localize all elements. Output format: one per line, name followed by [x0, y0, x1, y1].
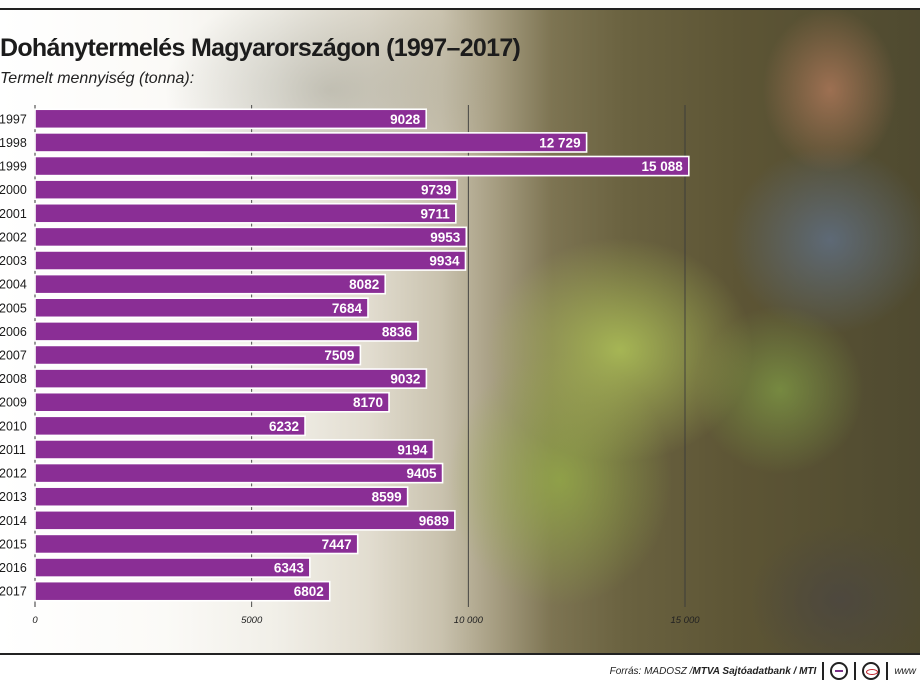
bar [34, 509, 456, 531]
category-label: 2009 [0, 396, 27, 410]
value-label: 9739 [421, 183, 451, 198]
value-label: 9028 [390, 112, 421, 127]
category-label: 2008 [0, 372, 27, 386]
top-rule [0, 8, 920, 10]
category-label: 2001 [0, 207, 27, 221]
category-label: 2003 [0, 254, 27, 268]
bar [34, 250, 467, 271]
bar [34, 321, 419, 342]
bar [34, 273, 387, 295]
bar [34, 415, 306, 437]
category-label: 1997 [0, 112, 27, 126]
category-label: 2017 [0, 585, 27, 599]
value-label: 9689 [419, 513, 449, 528]
value-label: 8170 [353, 395, 383, 410]
value-label: 6232 [269, 419, 299, 434]
value-label: 9934 [429, 254, 460, 269]
category-label: 2007 [0, 349, 27, 363]
category-label: 2013 [0, 490, 27, 504]
value-label: 6802 [294, 584, 324, 599]
bar [34, 108, 428, 130]
source-prefix: Forrás: MADOSZ / [609, 665, 693, 677]
bar [34, 439, 435, 460]
bar [34, 580, 331, 602]
bar [34, 462, 444, 484]
bar-chart: 1997 9028 1998 12 729 1999 15 088 2000 9739 2001… [0, 105, 700, 626]
value-label: 12 729 [539, 135, 580, 150]
bar [34, 155, 690, 177]
footer-separator [886, 662, 889, 680]
category-label: 2010 [0, 419, 27, 433]
bar [34, 297, 369, 319]
bar [34, 557, 311, 578]
category-label: 2006 [0, 325, 27, 339]
category-label: 2011 [0, 443, 26, 457]
footer-url: www [894, 665, 916, 677]
bar [34, 179, 458, 201]
bar [34, 533, 359, 555]
x-tick-label: 0 [32, 615, 38, 626]
x-tick-label: 15 000 [670, 615, 700, 626]
value-label: 6343 [274, 561, 305, 576]
category-label: 2000 [0, 183, 27, 197]
footer-rule [0, 653, 920, 655]
category-label: 2005 [0, 301, 27, 315]
value-label: 8599 [372, 490, 402, 505]
chart-title: Dohánytermelés Magyarországon (1997–2017… [0, 34, 521, 62]
value-label: 7684 [332, 301, 363, 316]
category-label: 2014 [0, 514, 27, 528]
value-label: 9405 [407, 466, 438, 481]
value-label: 9953 [430, 230, 461, 245]
category-label: 2012 [0, 467, 27, 481]
value-label: 9194 [397, 442, 428, 457]
value-label: 8836 [382, 324, 413, 339]
category-label: 2016 [0, 561, 27, 575]
bar [34, 486, 409, 508]
footer-separator [822, 662, 825, 680]
value-label: 9032 [390, 372, 420, 387]
mtva-logo-icon [830, 662, 849, 680]
footer-separator [854, 662, 857, 680]
bar [34, 132, 588, 153]
category-label: 2002 [0, 230, 27, 244]
value-label: 8082 [349, 277, 379, 292]
value-label: 15 088 [642, 159, 684, 174]
bar [34, 368, 428, 389]
value-label: 7447 [322, 537, 352, 552]
x-tick-label: 10 000 [454, 615, 484, 626]
value-label: 7509 [324, 348, 354, 363]
value-label: 9711 [421, 206, 451, 221]
chart-subtitle: Termelt mennyiség (tonna): [0, 70, 195, 87]
bar [34, 344, 362, 366]
category-label: 1998 [0, 136, 27, 150]
category-label: 2004 [0, 278, 27, 292]
source-credit: MTVA Sajtóadatbank / MTI [692, 665, 817, 677]
category-label: 2015 [0, 537, 27, 551]
bar [34, 226, 468, 248]
x-tick-label: 5000 [241, 615, 263, 626]
footer: Forrás: MADOSZ / MTVA Sajtóadatbank / MT… [610, 662, 916, 680]
bar [34, 391, 390, 413]
bar [34, 202, 457, 224]
category-label: 1999 [0, 160, 27, 174]
m1-logo-icon [862, 662, 881, 680]
